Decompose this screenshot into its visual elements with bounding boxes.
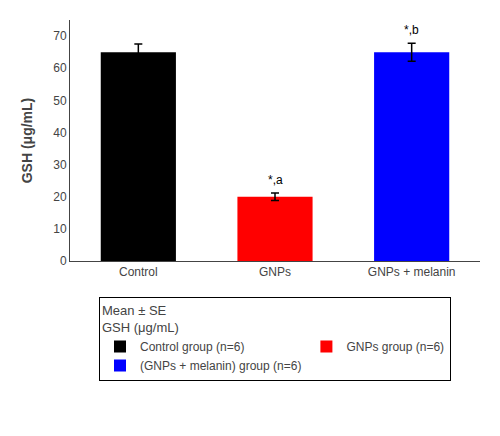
svg-text:GSH (μg/mL): GSH (μg/mL): [19, 98, 35, 184]
svg-text:Control: Control: [119, 265, 158, 279]
svg-text:60: 60: [53, 61, 67, 75]
svg-text:0: 0: [60, 254, 67, 268]
svg-text:GNPs group (n=6): GNPs group (n=6): [346, 340, 444, 354]
svg-text:30: 30: [53, 158, 67, 172]
svg-text:GNPs: GNPs: [259, 265, 291, 279]
svg-text:50: 50: [53, 94, 67, 108]
svg-text:*,a: *,a: [268, 173, 283, 187]
svg-text:10: 10: [53, 222, 67, 236]
svg-text:GNPs + melanin: GNPs + melanin: [368, 265, 456, 279]
svg-text:40: 40: [53, 126, 67, 140]
svg-text:*,b: *,b: [404, 23, 419, 37]
svg-text:Control group (n=6): Control group (n=6): [140, 340, 244, 354]
svg-text:(GNPs + melanin) group (n=6): (GNPs + melanin) group (n=6): [140, 359, 301, 373]
svg-text:20: 20: [53, 190, 67, 204]
svg-text:70: 70: [53, 29, 67, 43]
svg-text:Mean ± SEGSH (μg/mL): Mean ± SEGSH (μg/mL): [102, 303, 179, 335]
